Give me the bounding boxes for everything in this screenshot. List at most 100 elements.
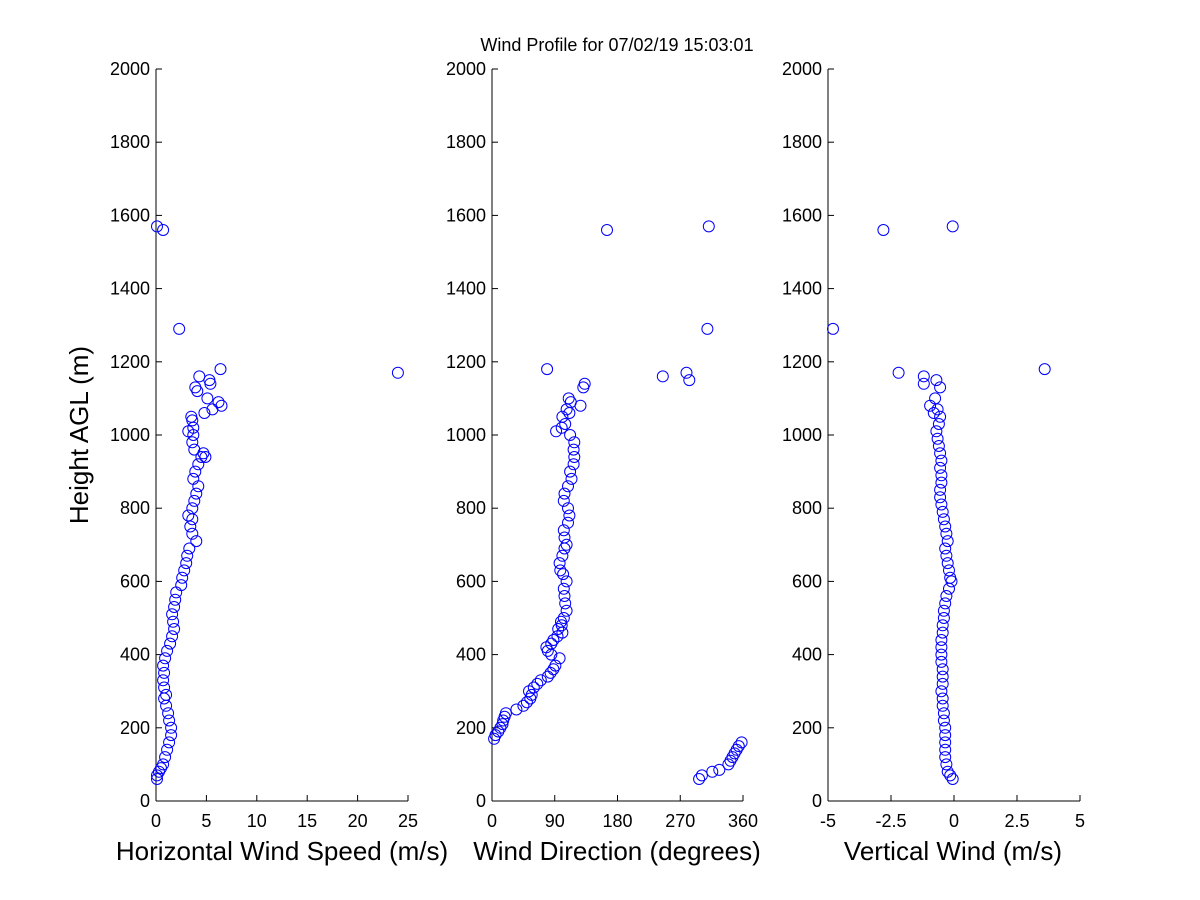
data-point-speed [151,220,163,233]
data-point-speed [166,608,179,621]
x-tick-label-direction: 90 [545,811,565,831]
data-point-speed [157,758,170,771]
data-point-vertical [937,513,950,526]
x-tick-label-speed: 25 [398,811,418,831]
data-point-vertical [939,751,952,764]
data-point-vertical [939,520,952,533]
data-point-direction [562,480,574,493]
data-point-speed [169,593,182,606]
data-point-speed [185,410,198,423]
data-point-vertical [932,418,945,430]
data-point-direction [534,674,547,687]
data-point-speed [163,714,176,727]
x-tick-label-vertical: 5 [1075,811,1085,831]
x-tick-label-speed: 0 [151,811,161,831]
data-point-speed [151,773,163,785]
x-tick-label-direction: 180 [602,811,632,831]
data-point-direction [531,677,544,690]
data-point-speed [188,494,201,507]
data-point-vertical [935,641,948,654]
y-tick-label-vertical: 2000 [782,59,822,79]
data-point-direction [553,557,566,570]
data-point-speed [162,707,175,720]
data-point-direction [732,740,745,753]
y-tick-label-direction: 0 [476,791,486,811]
data-point-speed [161,644,174,657]
y-tick-label-direction: 200 [456,718,486,738]
y-tick-label-direction: 1000 [446,425,486,445]
data-point-vertical [937,612,950,624]
x-tick-label-vertical: -2.5 [875,811,906,831]
y-tick-label-vertical: 1200 [782,352,822,372]
data-point-direction [545,637,558,650]
data-point-vertical [935,648,948,661]
panel-speed: Height AGL (m) Horizontal Wind Speed (m/… [64,59,448,866]
data-point-vertical [939,597,952,610]
data-point-speed [188,443,201,456]
y-tick-label-vertical: 600 [792,571,822,591]
data-point-direction [559,597,572,610]
data-point-vertical [934,410,947,423]
data-point-direction [547,634,560,646]
data-point-direction [564,429,577,441]
data-point-vertical [944,769,957,782]
data-point-vertical [937,707,950,720]
panel-vertical: Vertical Wind (m/s) 0 200 400 600 800 1000 120… [782,59,1085,866]
data-point-vertical [935,685,948,698]
data-point-speed [186,527,199,540]
data-point-vertical [930,374,943,387]
data-point-direction [578,377,591,390]
data-point-direction [728,747,741,760]
data-point-direction [693,773,706,785]
data-point-direction [565,472,578,485]
data-point-speed [164,637,177,650]
data-point-speed [391,366,404,379]
data-point-speed [201,392,214,405]
y-tick-label-direction: 1200 [446,352,486,372]
y-tick-label-direction: 2000 [446,59,486,79]
data-point-speed [157,674,170,687]
data-point-vertical [941,765,954,778]
data-point-vertical [927,407,940,419]
x-tick-label-direction: 0 [487,811,497,831]
data-point-vertical [930,425,943,438]
data-point-vertical [941,557,954,570]
data-point-direction [555,615,567,628]
data-point-vertical [877,224,890,236]
data-point-vertical [936,619,949,632]
y-tick-label-speed: 2000 [110,59,150,79]
y-tick-label-vertical: 200 [792,718,822,738]
y-tick-label-speed: 1200 [110,352,150,372]
data-point-speed [186,502,199,515]
y-tick-label-vertical: 1000 [782,425,822,445]
data-point-speed [214,363,227,376]
data-point-vertical [935,454,948,467]
data-point-speed [175,579,188,592]
data-point-speed [166,630,179,643]
data-point-speed [173,322,186,335]
data-point-vertical [827,322,839,335]
data-point-speed [168,601,181,613]
y-tick-label-speed: 0 [140,791,150,811]
data-point-direction [557,568,570,581]
ylabel-speed: Height AGL (m) [64,346,94,524]
data-point-vertical [940,549,953,562]
data-point-direction [549,659,562,672]
x-tick-label-vertical: -5 [820,811,836,831]
data-point-speed [168,623,181,635]
data-point-vertical [940,590,953,602]
data-point-direction [701,322,714,335]
data-point-speed [190,535,203,548]
data-point-vertical [935,498,948,511]
y-tick-label-vertical: 400 [792,645,822,665]
data-point-direction [560,604,573,617]
data-point-direction [560,575,573,588]
data-point-speed [187,472,200,485]
data-point-speed [186,436,199,449]
data-point-direction [553,652,566,665]
data-point-vertical [939,736,952,749]
x-tick-label-speed: 5 [201,811,211,831]
data-point-speed [157,224,170,236]
data-point-speed [165,721,178,734]
